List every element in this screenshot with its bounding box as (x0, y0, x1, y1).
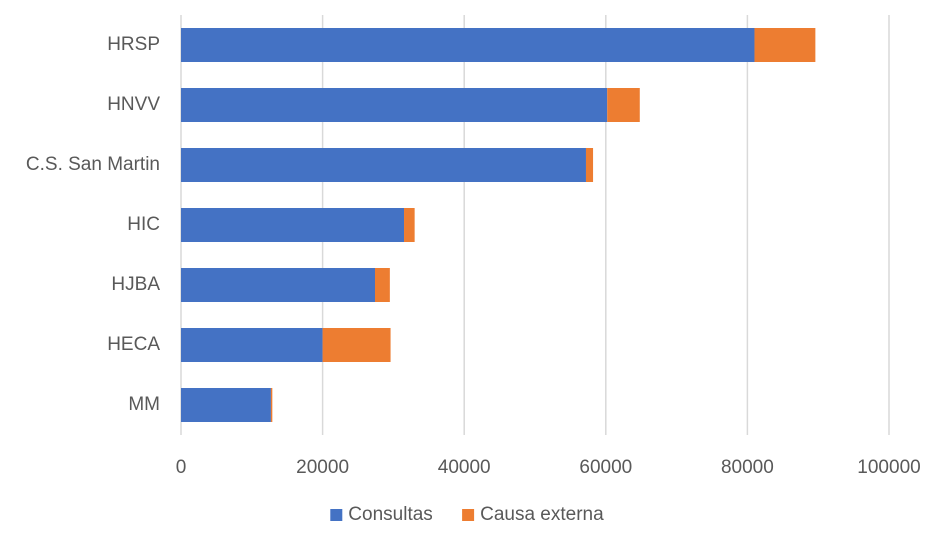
x-tick-label: 80000 (721, 457, 774, 478)
x-tick-label: 0 (176, 457, 187, 478)
category-labels: HRSP HNVV C.S. San Martin HIC HJBA HECA MM (26, 34, 160, 415)
x-tick-label: 40000 (438, 457, 491, 478)
bar-consultas-hrsp (181, 28, 755, 62)
bar-consultas-c-s-san-martin (181, 148, 586, 182)
x-tick-labels: 0 20000 40000 60000 80000 100000 (176, 457, 921, 478)
category-label: MM (128, 394, 160, 415)
bar-causa-externa-hrsp (754, 28, 816, 62)
bar-causa-externa-mm (270, 388, 273, 422)
legend-label: Consultas (348, 504, 433, 525)
bar-causa-externa-hjba (374, 268, 390, 302)
bar-causa-externa-hic (404, 208, 415, 242)
bar-consultas-heca (181, 328, 323, 362)
category-label: HNVV (107, 94, 160, 115)
bars (181, 28, 816, 422)
category-label: HRSP (107, 34, 160, 55)
bar-causa-externa-heca (322, 328, 391, 362)
category-label: HECA (107, 334, 160, 355)
legend: Consultas Causa externa (330, 504, 604, 525)
x-tick-label: 60000 (579, 457, 632, 478)
bar-consultas-mm (181, 388, 271, 422)
x-tick-label: 20000 (296, 457, 349, 478)
category-label: HIC (127, 214, 160, 235)
x-tick-label: 100000 (857, 457, 920, 478)
category-label: HJBA (111, 274, 160, 295)
legend-swatch-causa-externa (462, 509, 475, 521)
bar-consultas-hic (181, 208, 405, 242)
gridlines (180, 15, 890, 435)
legend-swatch-consultas (330, 509, 343, 521)
category-label: C.S. San Martin (26, 154, 160, 175)
bar-consultas-hjba (181, 268, 375, 302)
bar-consultas-hnvv (181, 88, 608, 122)
bar-causa-externa-c-s-san-martin (585, 148, 594, 182)
legend-label: Causa externa (480, 504, 604, 525)
bar-causa-externa-hnvv (607, 88, 640, 122)
